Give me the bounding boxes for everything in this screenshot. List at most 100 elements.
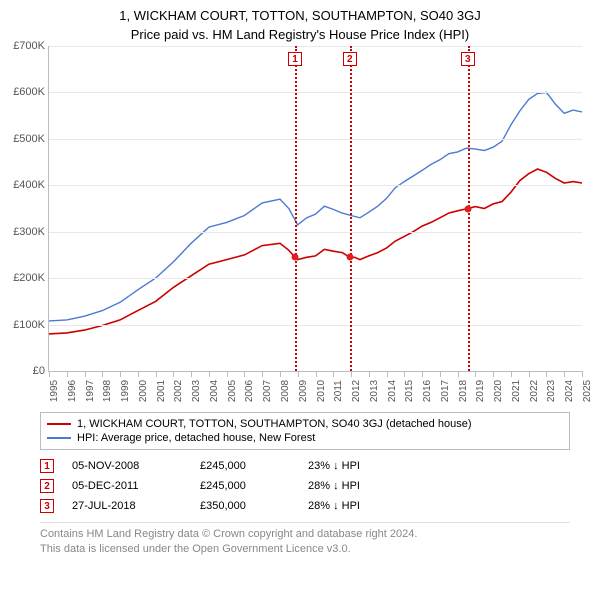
ytick-label: £500K: [13, 133, 45, 145]
ytick-label: £700K: [13, 40, 45, 52]
xtick: [582, 371, 583, 377]
xtick-label: 2011: [333, 380, 344, 402]
ytick-label: £100K: [13, 319, 45, 331]
ytick-label: £300K: [13, 226, 45, 238]
xtick-label: 2022: [529, 380, 540, 402]
xtick-label: 2023: [546, 380, 557, 402]
event-marker-box: 2: [343, 52, 357, 66]
xtick: [120, 371, 121, 377]
xtick-label: 2020: [493, 380, 504, 402]
xtick-label: 2010: [316, 380, 327, 402]
legend-row: HPI: Average price, detached house, New …: [47, 431, 563, 445]
xtick: [280, 371, 281, 377]
ytick-label: £600K: [13, 86, 45, 98]
xtick: [458, 371, 459, 377]
xtick-label: 2018: [458, 380, 469, 402]
event-row: 3 27-JUL-2018 £350,000 28% ↓ HPI: [40, 496, 570, 516]
sale-dot: [346, 254, 353, 261]
xtick-label: 2025: [582, 380, 593, 402]
event-date: 05-DEC-2011: [72, 480, 182, 492]
xtick: [529, 371, 530, 377]
gridline: [49, 278, 582, 279]
gridline: [49, 325, 582, 326]
event-marker-box: 3: [461, 52, 475, 66]
ytick-label: £200K: [13, 272, 45, 284]
page-title: 1, WICKHAM COURT, TOTTON, SOUTHAMPTON, S…: [0, 0, 600, 23]
xtick-label: 2008: [280, 380, 291, 402]
event-vline: [350, 46, 352, 371]
footer: Contains HM Land Registry data © Crown c…: [40, 522, 570, 557]
xtick-label: 1999: [120, 380, 131, 402]
xtick: [191, 371, 192, 377]
xtick: [422, 371, 423, 377]
gridline: [49, 92, 582, 93]
event-price: £245,000: [200, 480, 290, 492]
xtick-label: 2006: [244, 380, 255, 402]
xtick: [369, 371, 370, 377]
xtick: [351, 371, 352, 377]
xtick-label: 2005: [227, 380, 238, 402]
legend-row: 1, WICKHAM COURT, TOTTON, SOUTHAMPTON, S…: [47, 417, 563, 431]
event-marker-box: 1: [288, 52, 302, 66]
event-box: 2: [40, 479, 54, 493]
events-table: 1 05-NOV-2008 £245,000 23% ↓ HPI 2 05-DEC-201…: [40, 456, 570, 516]
legend-swatch-0: [47, 423, 71, 425]
legend-swatch-1: [47, 437, 71, 439]
event-vline: [295, 46, 297, 371]
xtick-label: 2016: [422, 380, 433, 402]
xtick-label: 2015: [404, 380, 415, 402]
event-date: 05-NOV-2008: [72, 460, 182, 472]
ytick-label: £0: [33, 365, 45, 377]
xtick: [49, 371, 50, 377]
page-subtitle: Price paid vs. HM Land Registry's House …: [0, 23, 600, 46]
xtick: [102, 371, 103, 377]
event-box: 3: [40, 499, 54, 513]
chart: £0£100K£200K£300K£400K£500K£600K£700K199…: [48, 46, 582, 404]
xtick-label: 2001: [156, 380, 167, 402]
event-pct: 28% ↓ HPI: [308, 500, 428, 512]
sale-dot: [464, 205, 471, 212]
xtick: [387, 371, 388, 377]
xtick-label: 2000: [138, 380, 149, 402]
event-box: 1: [40, 459, 54, 473]
legend-label: 1, WICKHAM COURT, TOTTON, SOUTHAMPTON, S…: [77, 418, 471, 430]
xtick: [475, 371, 476, 377]
xtick: [316, 371, 317, 377]
xtick-label: 1995: [49, 380, 60, 402]
xtick: [493, 371, 494, 377]
xtick-label: 1998: [102, 380, 113, 402]
legend: 1, WICKHAM COURT, TOTTON, SOUTHAMPTON, S…: [40, 412, 570, 450]
line-svg: [49, 46, 582, 371]
xtick-label: 2003: [191, 380, 202, 402]
xtick-label: 2024: [564, 380, 575, 402]
xtick: [244, 371, 245, 377]
event-date: 27-JUL-2018: [72, 500, 182, 512]
xtick: [173, 371, 174, 377]
gridline: [49, 185, 582, 186]
xtick: [156, 371, 157, 377]
series-line-1: [49, 92, 582, 321]
xtick-label: 2013: [369, 380, 380, 402]
xtick: [85, 371, 86, 377]
xtick: [564, 371, 565, 377]
xtick: [298, 371, 299, 377]
xtick-label: 2019: [475, 380, 486, 402]
xtick: [511, 371, 512, 377]
event-price: £350,000: [200, 500, 290, 512]
xtick-label: 2012: [351, 380, 362, 402]
xtick: [262, 371, 263, 377]
xtick: [227, 371, 228, 377]
xtick-label: 2004: [209, 380, 220, 402]
xtick: [404, 371, 405, 377]
xtick-label: 1997: [85, 380, 96, 402]
footer-line: Contains HM Land Registry data © Crown c…: [40, 527, 570, 542]
sale-dot: [292, 254, 299, 261]
xtick-label: 1996: [67, 380, 78, 402]
xtick: [440, 371, 441, 377]
plot-area: £0£100K£200K£300K£400K£500K£600K£700K199…: [48, 46, 582, 372]
xtick-label: 2014: [387, 380, 398, 402]
xtick-label: 2009: [298, 380, 309, 402]
xtick: [67, 371, 68, 377]
event-pct: 23% ↓ HPI: [308, 460, 428, 472]
footer-line: This data is licensed under the Open Gov…: [40, 542, 570, 557]
